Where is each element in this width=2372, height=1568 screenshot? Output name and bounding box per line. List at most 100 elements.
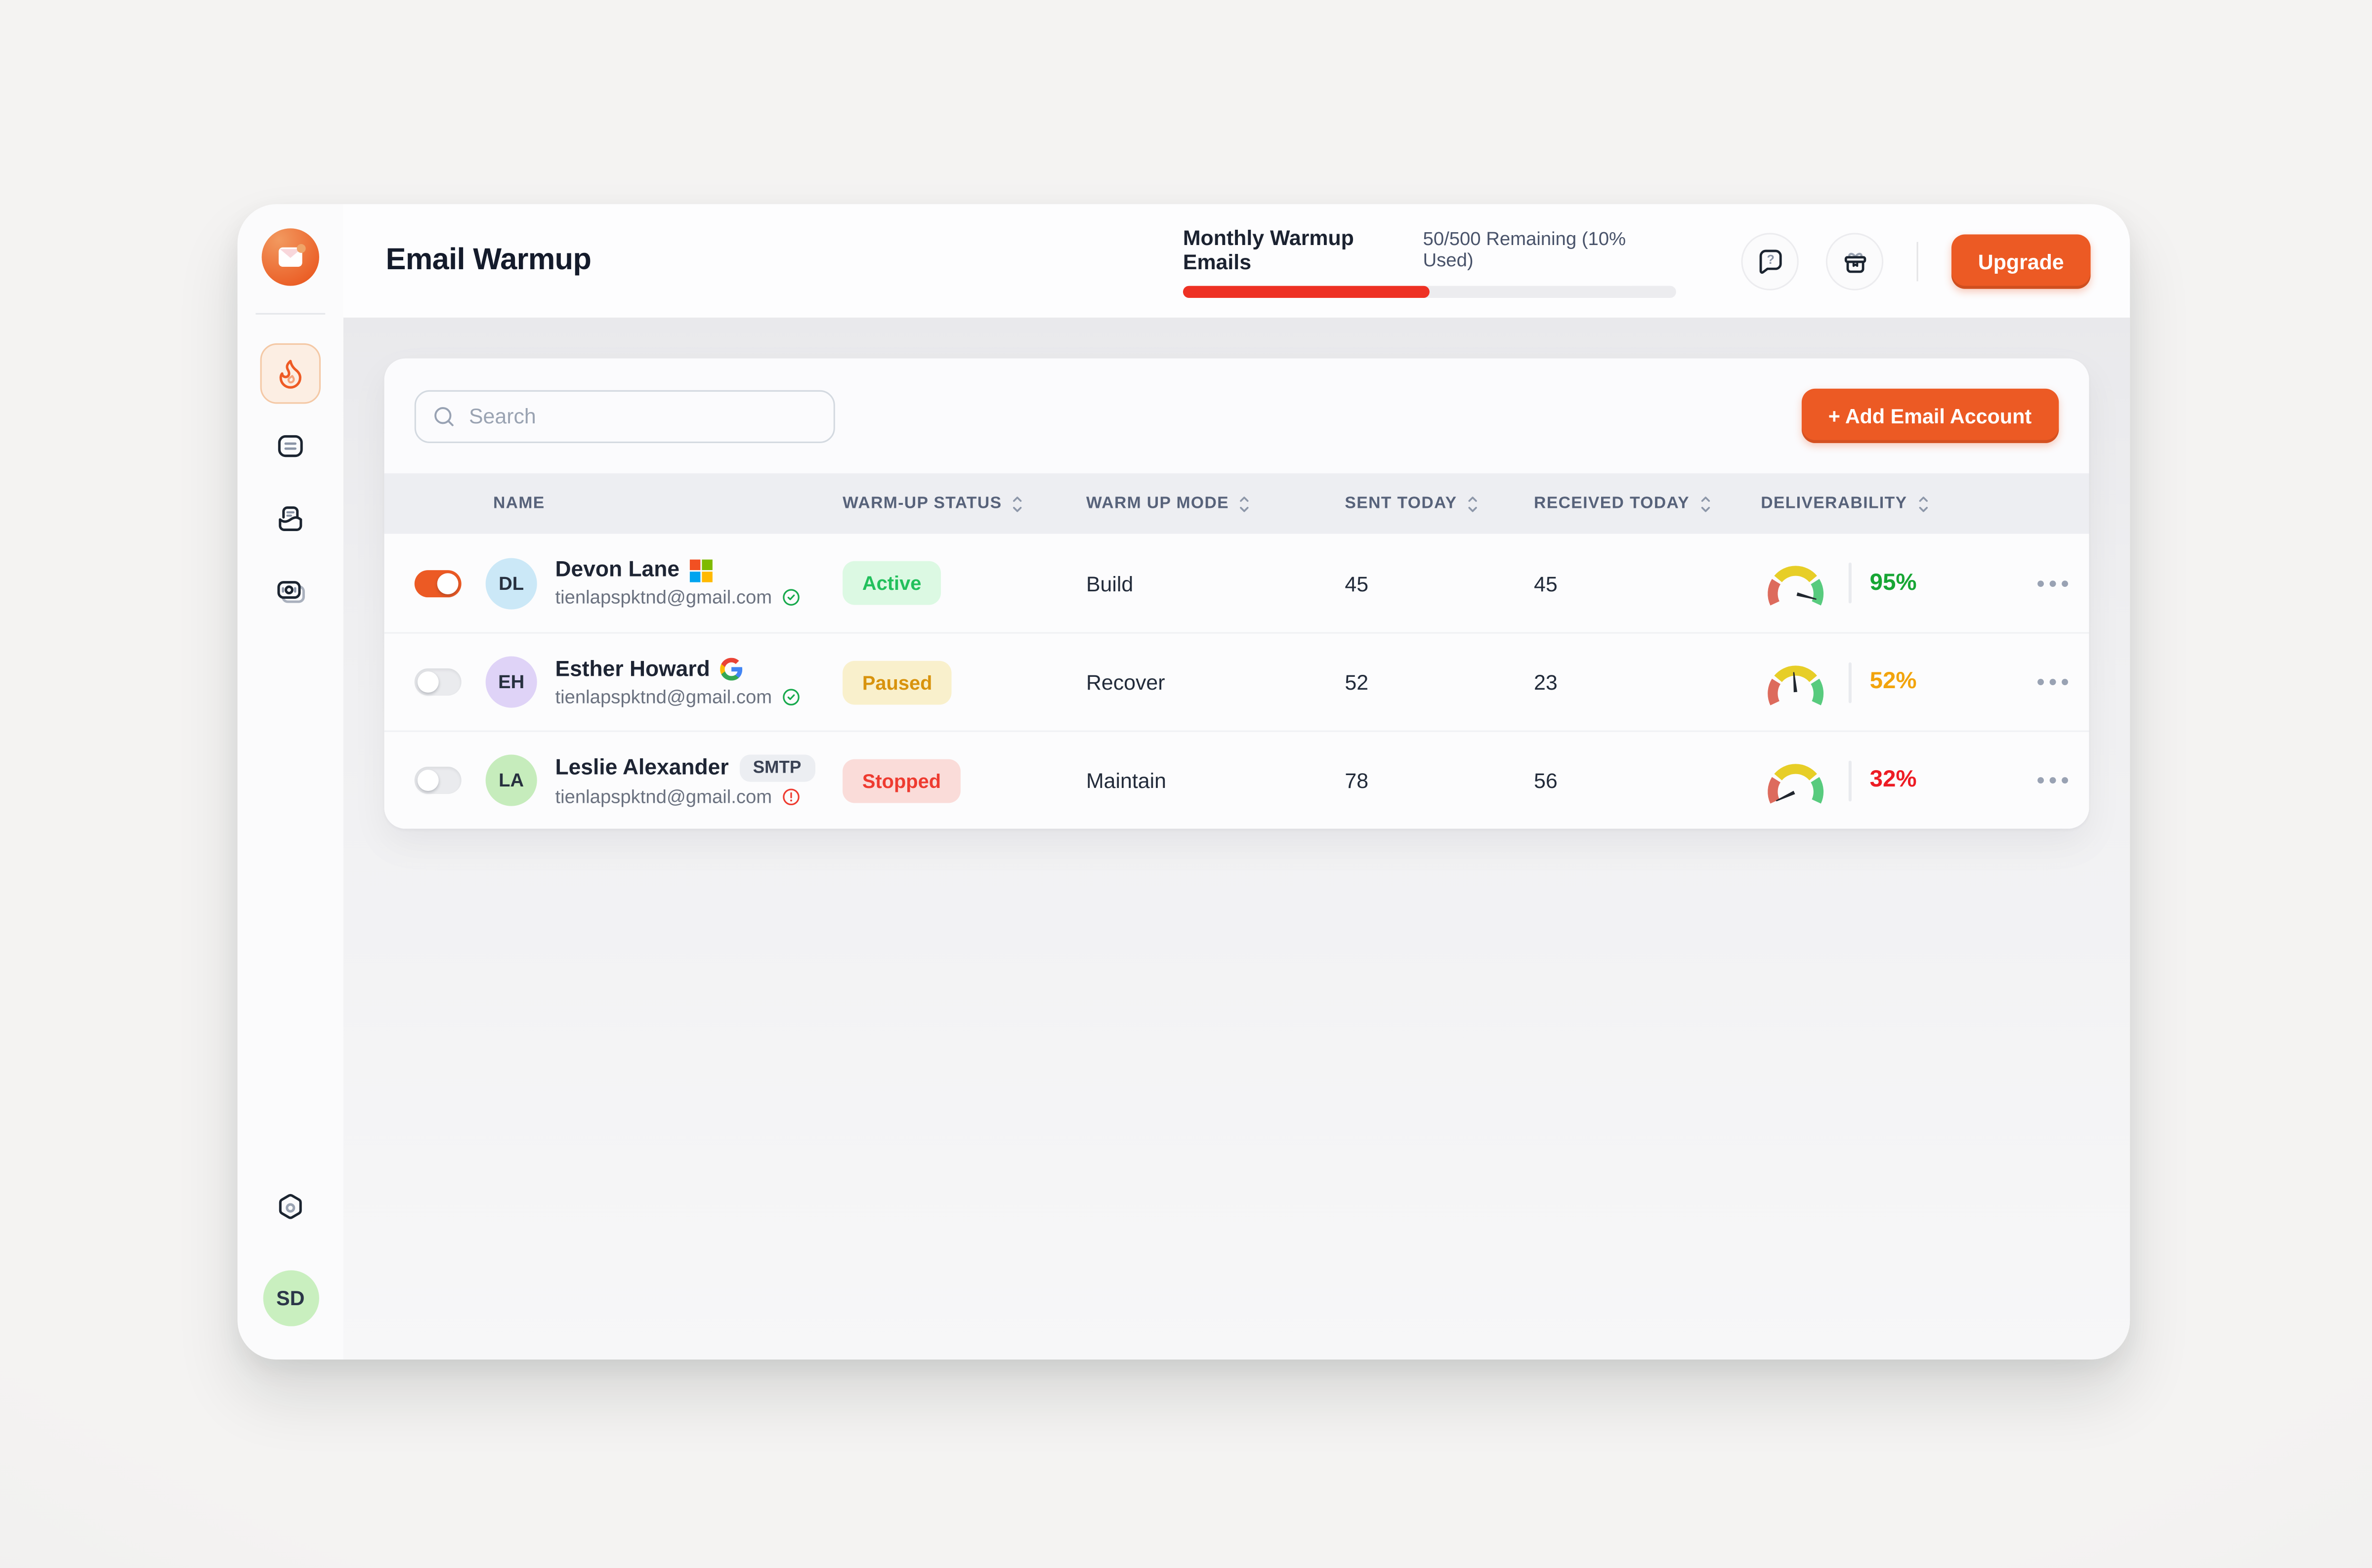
notes-icon — [278, 435, 303, 457]
column-header-deliverability[interactable]: DELIVERABILITY — [1761, 494, 2030, 513]
sidebar-divider — [255, 313, 326, 315]
warmup-toggle[interactable] — [414, 767, 462, 794]
flame-icon — [279, 360, 301, 389]
sidebar: SD — [237, 204, 343, 1360]
column-header-name: NAME — [493, 495, 545, 513]
topbar-divider — [1916, 241, 1918, 281]
search-icon — [434, 406, 454, 426]
sort-icon — [1240, 495, 1249, 511]
warmup-toggle[interactable] — [414, 569, 462, 597]
card-icon — [277, 581, 305, 603]
error-icon — [783, 787, 800, 805]
content-area: + Add Email Account NAME WARM-UP STATUS … — [343, 317, 2130, 1360]
inbox-icon — [279, 506, 302, 531]
sort-icon — [1918, 495, 1928, 511]
warmup-toggle[interactable] — [414, 668, 462, 696]
status-badge: Paused — [843, 660, 952, 704]
topbar-actions: ? Upgrade — [1741, 232, 2091, 290]
sort-icon — [1468, 495, 1478, 511]
sidebar-nav — [260, 343, 321, 621]
gauge-needle — [1796, 592, 1817, 600]
avatar-initials: DL — [499, 572, 524, 594]
sent-today-value: 78 — [1345, 768, 1369, 793]
verified-icon — [783, 688, 800, 705]
chat-help-icon: ? — [1759, 249, 1781, 274]
usage-meter: Monthly Warmup Emails 50/500 Remaining (… — [1183, 225, 1676, 297]
table-row: DL Devon Lane tienlapspktnd@gmail.com — [384, 534, 2089, 632]
column-header-sent-today[interactable]: SENT TODAY — [1345, 494, 1534, 513]
avatar: EH — [485, 656, 537, 708]
google-icon — [720, 658, 743, 681]
column-header-warmup-status[interactable]: WARM-UP STATUS — [843, 494, 1086, 513]
avatar-initials: LA — [499, 770, 524, 791]
deliverability-gauge — [1768, 763, 1824, 803]
settings-hexagon-icon — [279, 1194, 302, 1219]
column-header-warmup-mode[interactable]: WARM UP MODE — [1086, 494, 1345, 513]
deliverability-gauge — [1768, 664, 1824, 705]
usage-label: Monthly Warmup Emails — [1183, 224, 1354, 273]
usage-progress-fill — [1183, 285, 1430, 297]
warmup-table-card: + Add Email Account NAME WARM-UP STATUS … — [384, 358, 2089, 829]
deliverability-percent: 95% — [1869, 569, 1917, 595]
user-avatar[interactable]: SD — [262, 1270, 319, 1326]
topbar: Email Warmup Monthly Warmup Emails 50/50… — [343, 204, 2130, 318]
table-row: LA Leslie Alexander SMTP tienlapspktnd@g… — [384, 730, 2089, 829]
column-header-received-today[interactable]: RECEIVED TODAY — [1534, 494, 1761, 513]
sidebar-item-billing[interactable] — [260, 561, 321, 621]
svg-text:?: ? — [1766, 253, 1774, 267]
gauge-divider — [1848, 562, 1852, 604]
smtp-badge: SMTP — [739, 754, 815, 782]
deliverability-percent: 52% — [1869, 668, 1917, 695]
row-menu-button[interactable] — [2030, 570, 2076, 597]
page-title: Email Warmup — [385, 243, 592, 277]
envelope-icon — [278, 244, 306, 267]
warmup-mode-value: Build — [1086, 571, 1134, 595]
avatar-initials: EH — [498, 671, 525, 693]
sent-today-value: 45 — [1345, 571, 1369, 595]
account-email: tienlapspktnd@gmail.com — [555, 686, 772, 707]
sort-icon — [1013, 495, 1022, 511]
sent-today-value: 52 — [1345, 670, 1369, 695]
usage-remaining-text: 50/500 Remaining (10% Used) — [1423, 227, 1626, 270]
sidebar-item-inbox[interactable] — [260, 489, 321, 549]
gift-icon — [1844, 252, 1865, 273]
main-area: Email Warmup Monthly Warmup Emails 50/50… — [343, 204, 2130, 1360]
received-today-value: 45 — [1534, 571, 1558, 595]
sidebar-bottom: SD — [260, 1178, 321, 1360]
upgrade-button[interactable]: Upgrade — [1951, 233, 2091, 289]
deliverability-gauge — [1768, 566, 1824, 606]
status-badge: Active — [843, 561, 941, 605]
app-logo[interactable] — [261, 228, 319, 286]
table-row: EH Esther Howard — [384, 632, 2089, 731]
received-today-value: 56 — [1534, 768, 1558, 793]
status-badge: Stopped — [843, 758, 961, 802]
account-name: Esther Howard — [555, 657, 710, 682]
row-menu-button[interactable] — [2030, 767, 2076, 794]
verified-icon — [783, 589, 800, 606]
sidebar-item-settings[interactable] — [260, 1178, 321, 1238]
search-box — [414, 389, 835, 443]
search-input[interactable] — [414, 389, 835, 443]
rewards-button[interactable] — [1825, 232, 1884, 290]
ellipsis-icon — [2037, 777, 2068, 784]
sidebar-item-notes[interactable] — [260, 416, 321, 476]
warmup-mode-value: Recover — [1086, 670, 1165, 695]
avatar: LA — [485, 754, 537, 806]
toggle-knob — [417, 671, 439, 693]
table-header: NAME WARM-UP STATUS WARM UP MODE SENT TO… — [384, 473, 2089, 534]
warmup-mode-value: Maintain — [1086, 768, 1166, 793]
gauge-needle — [1793, 671, 1797, 692]
toggle-knob — [417, 770, 439, 791]
help-button[interactable]: ? — [1741, 232, 1799, 290]
row-menu-button[interactable] — [2030, 668, 2076, 696]
toggle-knob — [437, 572, 459, 594]
received-today-value: 23 — [1534, 670, 1558, 695]
add-email-account-button[interactable]: + Add Email Account — [1801, 388, 2059, 443]
gauge-needle — [1776, 790, 1795, 801]
gauge-divider — [1848, 661, 1852, 702]
account-name: Devon Lane — [555, 558, 680, 582]
account-email: tienlapspktnd@gmail.com — [555, 586, 772, 608]
app-window: SD Email Warmup Monthly Warmup Emails 50… — [237, 204, 2130, 1360]
sidebar-item-warmup[interactable] — [260, 343, 321, 404]
